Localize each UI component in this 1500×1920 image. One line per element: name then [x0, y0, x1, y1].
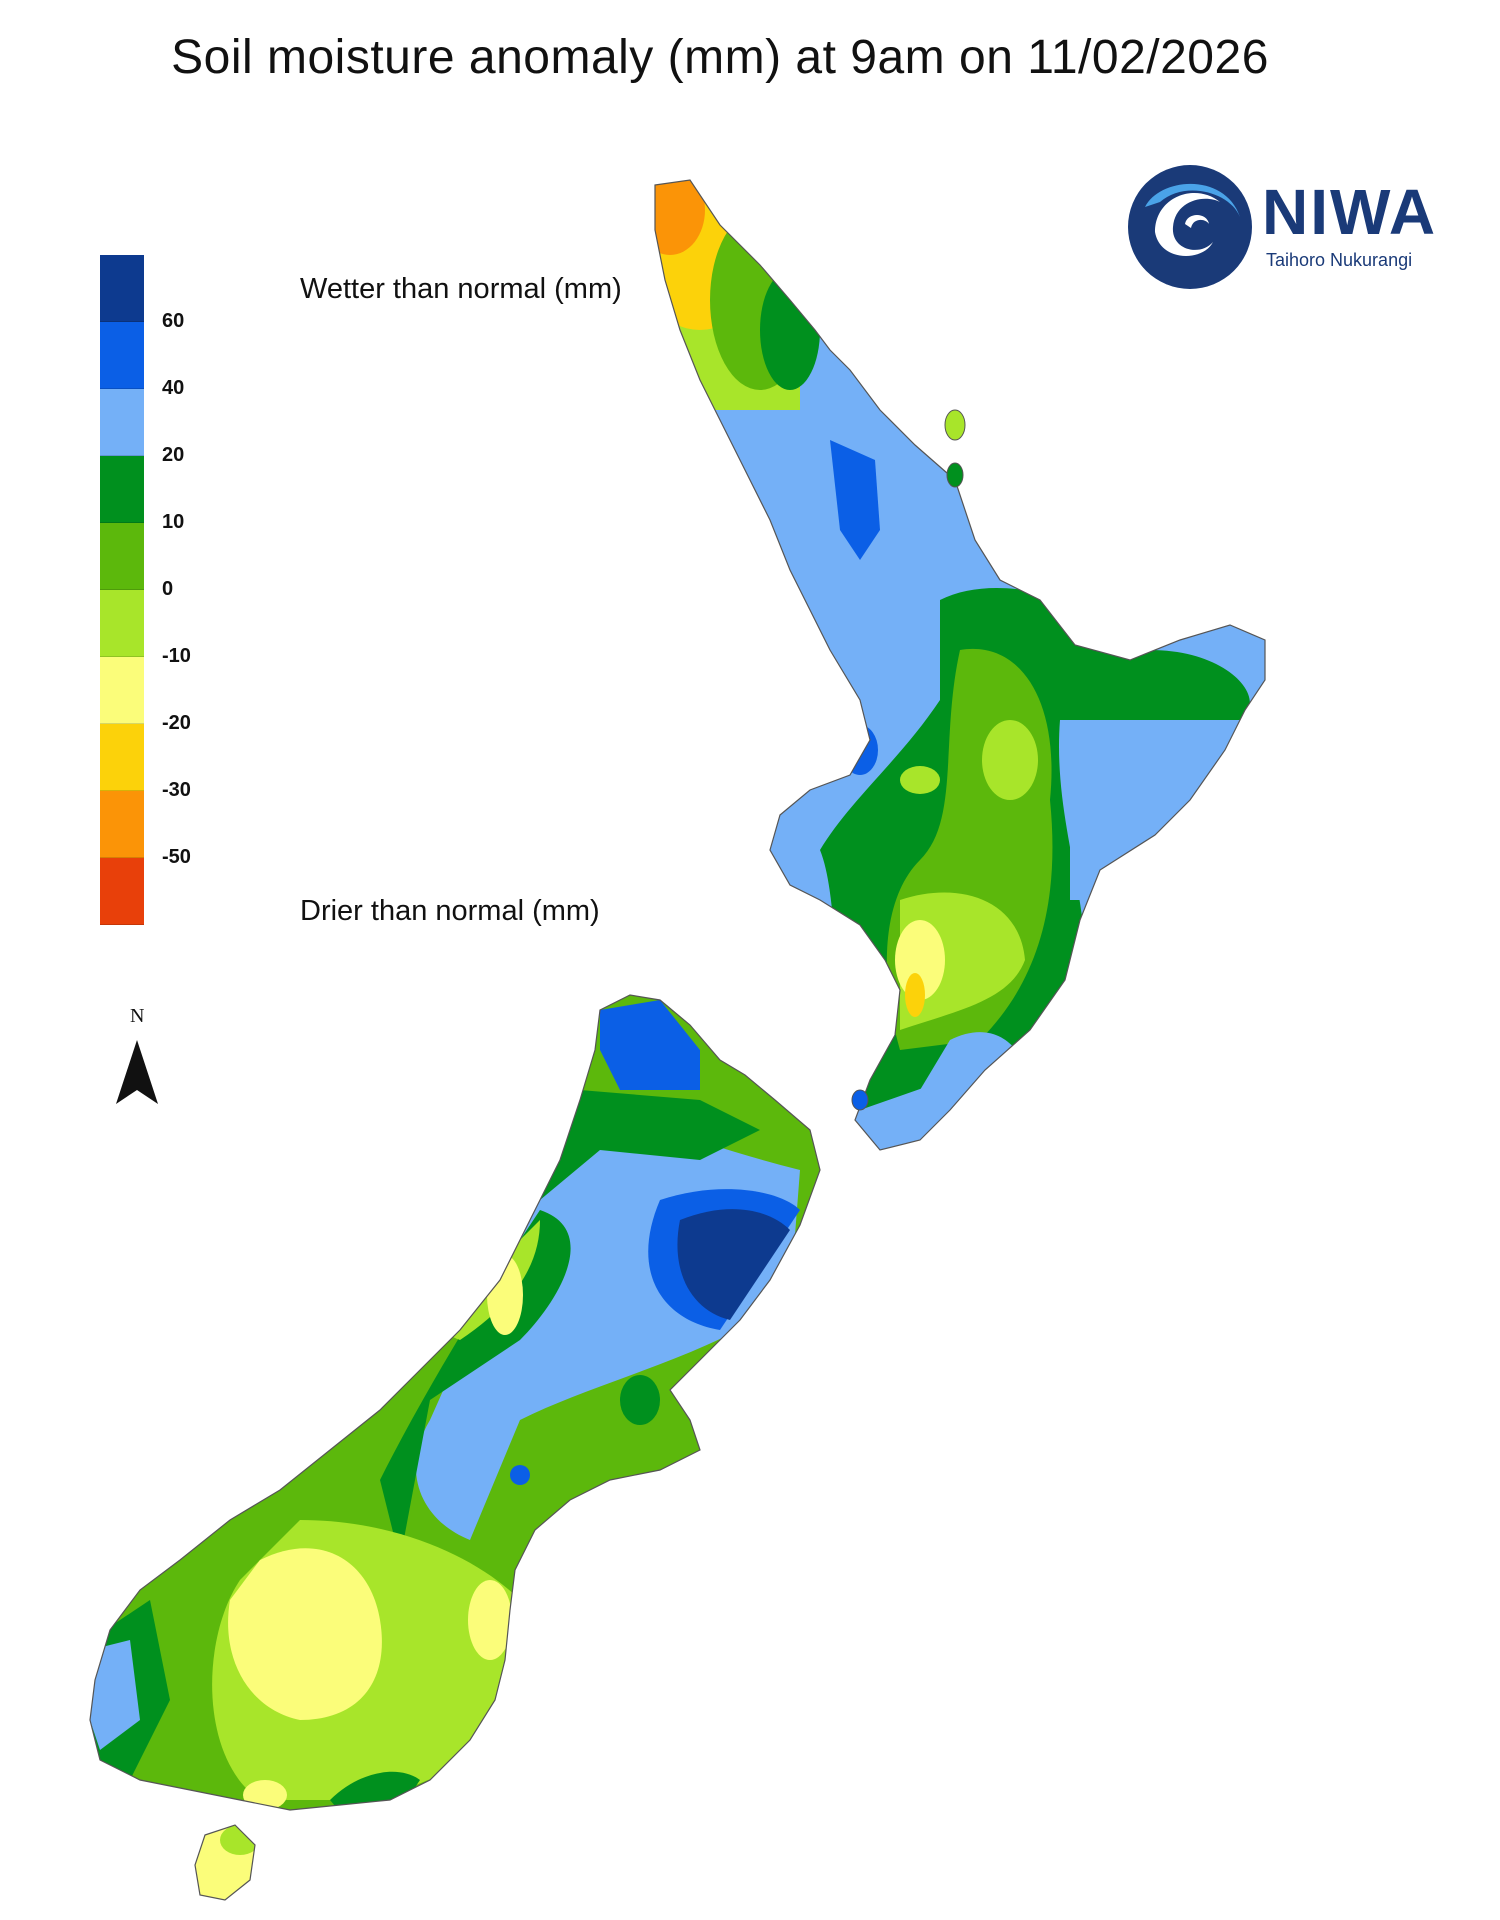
legend-tick: -30 [162, 779, 191, 801]
legend-tick: -50 [162, 846, 191, 868]
legend-swatch [100, 456, 144, 523]
legend-swatch [100, 590, 144, 657]
legend-tick: 60 [162, 310, 185, 332]
legend-swatch [100, 523, 144, 590]
legend-tick: 40 [162, 377, 185, 399]
legend-tick: -10 [162, 645, 191, 667]
south-island [90, 995, 820, 1810]
north-arrow-icon [116, 1040, 158, 1104]
map-title: Soil moisture anomaly (mm) at 9am on 11/… [171, 31, 1269, 84]
legend-tick: -20 [162, 712, 191, 734]
legend-tick: 10 [162, 511, 185, 533]
legend-tick: 0 [162, 578, 174, 600]
north-letter: N [130, 1005, 145, 1027]
legend-swatch [100, 724, 144, 791]
legend-swatch [100, 389, 144, 456]
legend-swatch [100, 255, 144, 322]
legend-swatch [100, 322, 144, 389]
north-island [655, 180, 1265, 1150]
legend-swatch [100, 791, 144, 858]
legend-swatch [100, 657, 144, 724]
logo-subtitle: Taihoro Nukurangi [1266, 250, 1413, 270]
niwa-logo-icon [1128, 165, 1252, 289]
legend-swatch [100, 858, 144, 925]
logo-wordmark: NIWA [1262, 176, 1438, 248]
legend-tick: 20 [162, 444, 185, 466]
legend-wetter-label: Wetter than normal (mm) [300, 273, 622, 305]
legend-drier-label: Drier than normal (mm) [300, 895, 600, 927]
